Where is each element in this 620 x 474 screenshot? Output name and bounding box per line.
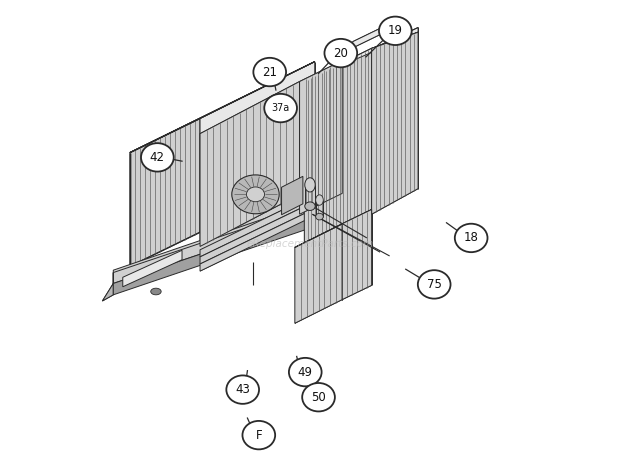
Polygon shape xyxy=(113,205,315,283)
Polygon shape xyxy=(130,62,315,153)
Text: 50: 50 xyxy=(311,391,326,404)
Ellipse shape xyxy=(305,178,315,192)
Polygon shape xyxy=(200,175,315,251)
Ellipse shape xyxy=(324,39,357,67)
Text: eReplacementParts.com: eReplacementParts.com xyxy=(246,239,374,249)
Ellipse shape xyxy=(226,375,259,404)
Polygon shape xyxy=(353,26,385,48)
Polygon shape xyxy=(304,48,371,247)
Polygon shape xyxy=(200,62,315,232)
Polygon shape xyxy=(113,216,315,295)
Ellipse shape xyxy=(316,213,323,220)
Ellipse shape xyxy=(379,17,412,45)
Polygon shape xyxy=(371,32,418,214)
Ellipse shape xyxy=(247,187,265,202)
Polygon shape xyxy=(200,209,315,271)
Text: 49: 49 xyxy=(298,365,312,379)
Ellipse shape xyxy=(254,58,286,86)
Polygon shape xyxy=(200,194,315,257)
Polygon shape xyxy=(295,224,342,323)
Ellipse shape xyxy=(242,421,275,449)
Polygon shape xyxy=(123,250,182,287)
Text: 42: 42 xyxy=(150,151,165,164)
Polygon shape xyxy=(299,61,342,214)
Polygon shape xyxy=(102,273,113,301)
Polygon shape xyxy=(200,82,299,246)
Text: 21: 21 xyxy=(262,65,277,79)
Text: F: F xyxy=(255,428,262,442)
Text: 37a: 37a xyxy=(272,103,290,113)
Polygon shape xyxy=(385,26,391,36)
Polygon shape xyxy=(304,32,418,82)
Text: 18: 18 xyxy=(464,231,479,245)
Ellipse shape xyxy=(316,195,323,205)
Polygon shape xyxy=(113,201,315,284)
Ellipse shape xyxy=(232,175,279,214)
Text: 20: 20 xyxy=(334,46,348,60)
Polygon shape xyxy=(200,201,315,264)
Polygon shape xyxy=(281,176,303,215)
Ellipse shape xyxy=(264,94,297,122)
Ellipse shape xyxy=(289,358,322,386)
Ellipse shape xyxy=(302,383,335,411)
Polygon shape xyxy=(295,210,371,247)
Ellipse shape xyxy=(418,270,451,299)
Text: 43: 43 xyxy=(235,383,250,396)
Ellipse shape xyxy=(455,224,487,252)
Text: 75: 75 xyxy=(427,278,441,291)
Ellipse shape xyxy=(305,202,315,210)
Polygon shape xyxy=(342,210,371,300)
Ellipse shape xyxy=(141,143,174,172)
Polygon shape xyxy=(130,118,200,266)
Polygon shape xyxy=(304,27,418,95)
Ellipse shape xyxy=(151,288,161,295)
Text: 19: 19 xyxy=(388,24,403,37)
